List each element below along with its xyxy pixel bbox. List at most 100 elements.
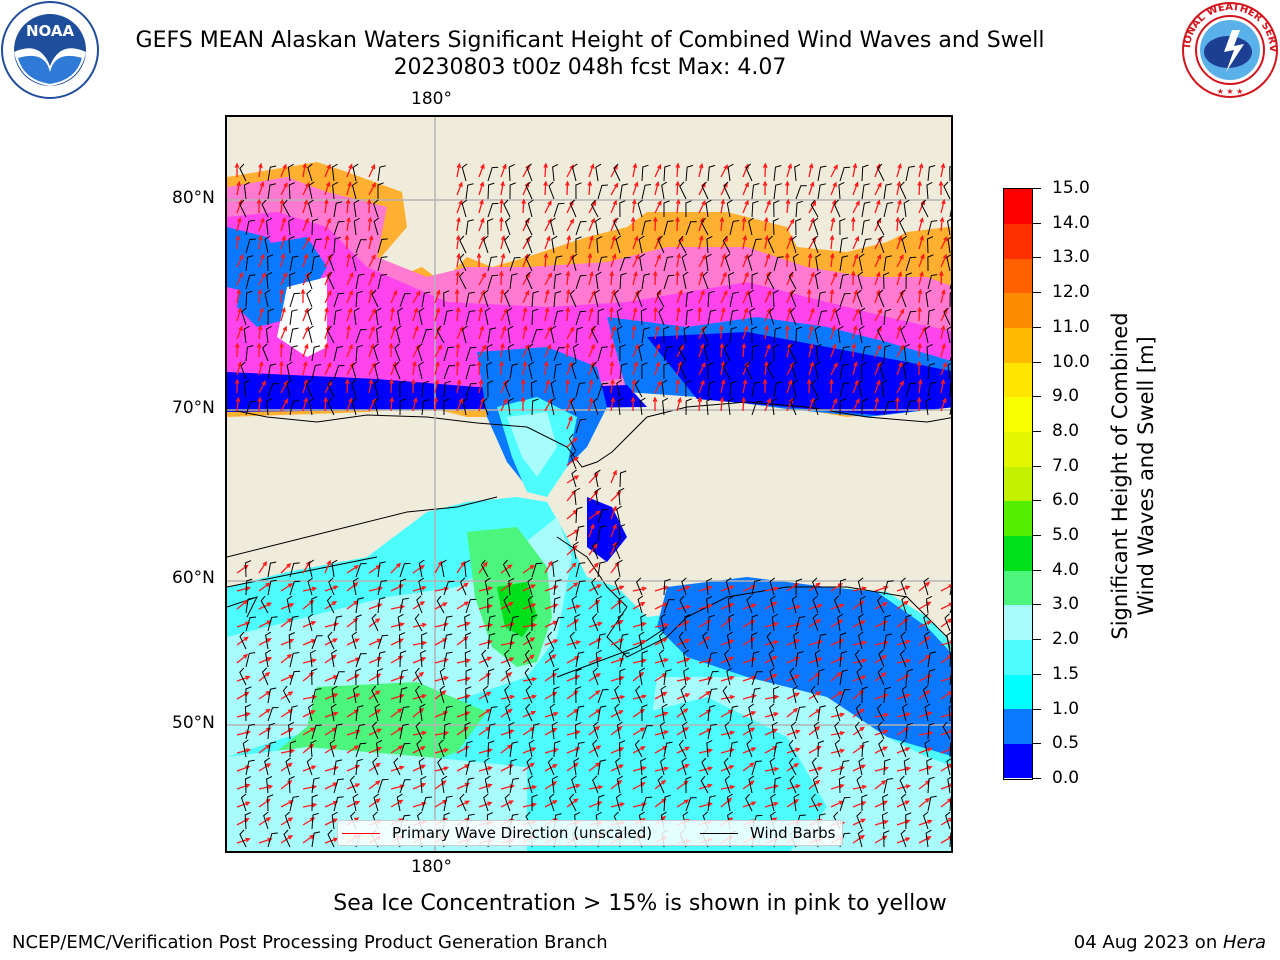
wave-direction-arrowhead (346, 324, 351, 331)
wind-barb (724, 721, 731, 740)
wind-barb (613, 289, 621, 308)
wave-direction-arrowhead (839, 730, 846, 736)
lat-label-60: 60°N (172, 568, 215, 588)
wave-direction-arrow (434, 345, 442, 358)
wave-direction-arrow (566, 562, 577, 574)
wave-direction-arrow (654, 344, 660, 358)
wave-direction-arrow (522, 308, 527, 322)
wave-direction-arrowhead (304, 343, 309, 349)
wave-direction-arrow (918, 343, 921, 358)
wave-direction-arrow (742, 254, 749, 268)
wave-direction-arrow (258, 763, 271, 772)
wind-barb (289, 292, 301, 308)
wave-direction-arrow (324, 560, 331, 574)
wind-barb (504, 793, 511, 812)
wave-direction-arrow (786, 730, 800, 736)
wind-barb (660, 613, 666, 632)
wave-direction-arrowhead (435, 307, 441, 313)
wave-direction-arrowhead (399, 765, 405, 771)
wave-direction-arrowhead (565, 270, 571, 277)
wave-direction-arrow (412, 802, 426, 808)
wave-direction-arrow (324, 291, 332, 304)
wave-direction-arrow (654, 326, 659, 340)
wave-direction-arrowhead (926, 620, 933, 626)
wind-barb (926, 181, 933, 200)
wind-barb (509, 363, 519, 380)
wave-direction-arrowhead (311, 802, 318, 808)
wave-direction-arrow (830, 713, 844, 718)
wave-direction-arrowhead (485, 708, 491, 714)
wave-direction-arrowhead (235, 234, 241, 241)
wind-barb (861, 164, 869, 182)
wind-barb (289, 795, 300, 812)
wave-direction-arrow (786, 639, 800, 646)
wind-barb (575, 326, 584, 344)
wind-barb (701, 757, 709, 776)
wind-barb (876, 325, 885, 344)
wind-barb (773, 165, 782, 182)
wave-direction-arrow (918, 636, 930, 646)
wind-barb (927, 274, 938, 290)
wind-barb (394, 343, 401, 362)
wave-direction-arrowhead (839, 783, 845, 789)
wave-direction-arrow (720, 676, 734, 682)
wind-barb (768, 649, 775, 668)
wave-direction-arrowhead (456, 216, 461, 223)
wave-direction-arrowhead (487, 748, 493, 753)
wind-barb (284, 811, 291, 830)
wave-direction-arrowhead (502, 163, 507, 169)
wave-direction-arrowhead (280, 252, 286, 259)
wave-direction-arrowhead (773, 694, 780, 700)
wind-barb (443, 346, 454, 362)
wave-direction-arrow (500, 582, 512, 592)
wave-direction-arrow (764, 728, 778, 736)
wave-direction-arrow (610, 524, 617, 538)
wave-direction-arrow (896, 767, 910, 772)
wind-barb (616, 325, 623, 344)
wind-barb (902, 703, 908, 722)
wave-direction-arrow (918, 582, 930, 592)
wind-barb (707, 290, 715, 308)
wind-barb (810, 199, 819, 218)
wave-direction-arrow (456, 218, 460, 232)
wave-direction-arrowhead (677, 396, 682, 403)
wave-direction-arrow (500, 254, 505, 268)
wave-direction-arrowhead (464, 601, 470, 606)
wave-direction-arrow (852, 380, 859, 394)
wave-direction-arrow (368, 638, 382, 646)
wave-direction-arrow (258, 164, 262, 178)
wind-barb (553, 255, 563, 272)
wave-direction-arrow (742, 236, 747, 250)
wave-direction-arrow (698, 272, 703, 286)
wind-barb (814, 271, 821, 290)
wind-barb (311, 364, 322, 380)
wind-barb (751, 687, 761, 704)
wave-direction-arrowhead (507, 708, 513, 714)
wave-direction-arrow (720, 308, 725, 322)
wind-barb (724, 649, 731, 668)
wave-direction-arrowhead (574, 656, 580, 661)
wave-direction-arrow (808, 709, 821, 718)
wave-direction-arrowhead (940, 324, 946, 331)
wind-barb (419, 703, 426, 722)
wind-barb (837, 613, 844, 632)
wind-barb (327, 379, 335, 398)
wave-direction-arrow (720, 237, 728, 250)
wind-barb (877, 667, 885, 686)
wave-direction-arrow (544, 308, 549, 322)
wave-direction-arrow (324, 182, 330, 196)
wind-barb (641, 650, 648, 668)
wind-barb (681, 721, 688, 740)
wave-direction-arrow (610, 307, 613, 322)
wave-direction-arrow (676, 217, 679, 232)
wave-direction-arrowhead (632, 306, 638, 313)
wind-barb (289, 670, 301, 686)
wave-direction-arrow (566, 343, 569, 358)
wave-direction-arrow (500, 199, 503, 214)
wave-direction-arrow (830, 272, 837, 286)
wave-direction-arrowhead (531, 677, 538, 682)
wave-direction-arrow (588, 164, 594, 178)
wind-barb (856, 667, 863, 686)
footer-date: 04 Aug 2023 on Hera (1074, 932, 1266, 953)
wave-direction-arrow (280, 618, 292, 628)
